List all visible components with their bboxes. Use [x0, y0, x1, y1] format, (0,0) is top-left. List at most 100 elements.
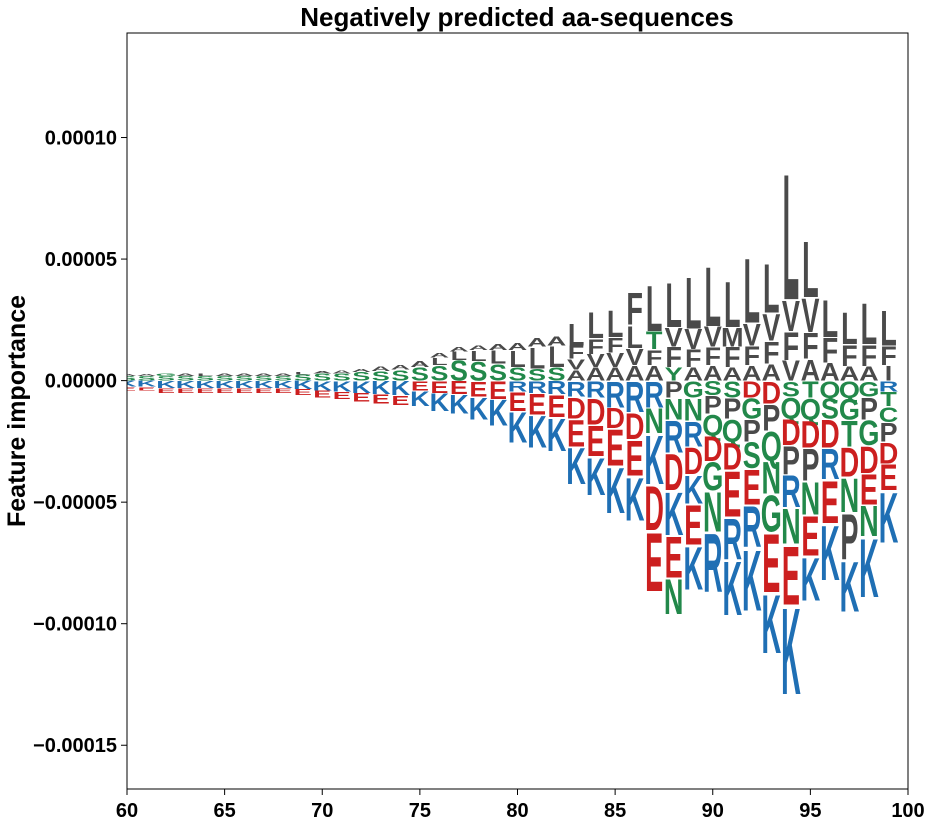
logo-letter-f: F [783, 325, 800, 369]
logo-letter-l: L [763, 251, 780, 329]
logo-letter-t: T [880, 389, 897, 412]
logo-letter-a: A [332, 369, 352, 375]
logo-letter-d: D [703, 430, 723, 469]
logo-letter-f: F [861, 340, 878, 374]
logo-letter-s: S [430, 362, 448, 386]
logo-letter-t: T [802, 377, 819, 403]
logo-letter-k: K [156, 380, 176, 391]
logo-letter-d: D [586, 391, 606, 432]
logo-letter-v: V [782, 291, 800, 340]
logo-letter-s: S [743, 435, 761, 476]
logo-letter-f: F [822, 331, 839, 370]
logo-letter-k: K [195, 380, 215, 391]
logo-letter-y: Y [665, 364, 684, 385]
logo-letter-k: K [234, 380, 254, 391]
logo-letter-f: F [685, 344, 702, 373]
logo-letter-l: L [626, 320, 643, 355]
logo-letter-r: R [644, 374, 664, 415]
x-tick-label: 90 [702, 800, 724, 822]
logo-letter-l: L [841, 303, 858, 354]
logo-letter-k: K [801, 546, 821, 615]
logo-letter-k: K [840, 548, 860, 627]
logo-letter-f: F [626, 284, 643, 335]
logo-letter-a: A [644, 362, 664, 386]
logo-letter-f: F [665, 342, 682, 374]
logo-letter-e: E [372, 392, 390, 407]
logo-letter-s: S [450, 355, 468, 387]
logo-letter-k: K [605, 454, 625, 527]
logo-letter-q: Q [761, 424, 782, 470]
logo-letter-q: Q [800, 393, 821, 427]
x-tick-label: 60 [116, 800, 138, 822]
logo-letter-k: K [586, 447, 606, 506]
logo-letter-e: E [177, 387, 195, 394]
logo-letter-k: K [683, 468, 703, 512]
logo-letter-r: R [566, 378, 586, 402]
logo-letter-a: A [430, 352, 450, 359]
logo-letter-f: F [880, 341, 897, 371]
logo-letter-q: Q [722, 413, 743, 448]
logo-letter-e: E [391, 393, 409, 408]
logo-letter-a: A [527, 337, 547, 350]
logo-letter-k: K [566, 438, 586, 496]
logo-letter-e: E [587, 416, 605, 465]
logo-letter-r: R [547, 377, 567, 398]
y-axis: 0.00010 0.00005 0.00000 −0.00005 −0.00010 −0.… [33, 128, 127, 757]
logo-letter-i: I [885, 362, 893, 386]
logo-letter-a: A [469, 344, 489, 351]
logo-letter-q: Q [702, 409, 723, 443]
logo-letter-e: E [665, 525, 683, 590]
y-tick-label: 0.00010 [45, 128, 117, 150]
logo-letter-r: R [605, 374, 625, 415]
logo-letter-k: K [488, 393, 508, 434]
logo-letter-e: E [723, 458, 741, 531]
logo-letter-a: A [547, 334, 567, 349]
logo-letter-s: S [294, 374, 312, 383]
logo-letter-q: Q [839, 377, 860, 403]
logo-letter-l: L [197, 373, 214, 377]
logo-letter-g: G [858, 414, 879, 453]
logo-letter-e: E [626, 431, 644, 487]
logo-letter-g: G [839, 393, 860, 427]
y-tick-label: −0.00010 [33, 614, 117, 636]
logo-letter-s: S [352, 371, 370, 384]
logo-letter-r: R [879, 378, 899, 395]
x-tick-label: 85 [604, 800, 626, 822]
logo-letter-v: V [704, 321, 723, 353]
logo-letter-a: A [683, 364, 703, 385]
logo-letter-l: L [685, 262, 702, 344]
logo-letter-p: P [782, 439, 800, 483]
logo-letter-e: E [489, 376, 507, 405]
logo-letter-f: F [568, 342, 585, 363]
logo-letter-f: F [841, 340, 858, 374]
logo-letter-k: K [547, 410, 567, 463]
chart-title: Negatively predicted aa-sequences [300, 2, 734, 32]
logo-letter-s: S [704, 378, 722, 401]
logo-letter-e: E [137, 386, 155, 392]
logo-letter-e: E [762, 518, 780, 611]
logo-letter-v: V [684, 323, 703, 355]
logo-letter-d: D [664, 444, 684, 502]
logo-letter-q: Q [819, 377, 840, 403]
logo-letter-e: E [508, 387, 526, 417]
logo-letter-s: S [235, 375, 253, 382]
logo-letter-k: K [312, 378, 332, 393]
logo-letter-a: A [488, 343, 508, 352]
y-tick-label: −0.00015 [33, 735, 117, 757]
logo-letter-k: K [371, 377, 391, 398]
logo-letter-s: S [782, 378, 800, 402]
logo-letter-l: L [587, 305, 604, 346]
logo-letter-n: N [781, 499, 801, 555]
logo-letter-n: N [703, 482, 723, 545]
logo-letter-l: L [548, 341, 565, 375]
logo-letter-f: F [646, 346, 663, 370]
logo-letter-g: G [741, 393, 762, 425]
logo-letter-a: A [625, 362, 645, 386]
logo-letter-s: S [723, 377, 741, 403]
logo-letter-k: K [683, 535, 703, 604]
logo-letter-r: R [742, 495, 762, 560]
logo-letter-f: F [744, 341, 761, 371]
logo-letter-k: K [410, 388, 430, 412]
logo-letter-a: A [176, 373, 196, 377]
logo-letter-e: E [469, 378, 487, 402]
